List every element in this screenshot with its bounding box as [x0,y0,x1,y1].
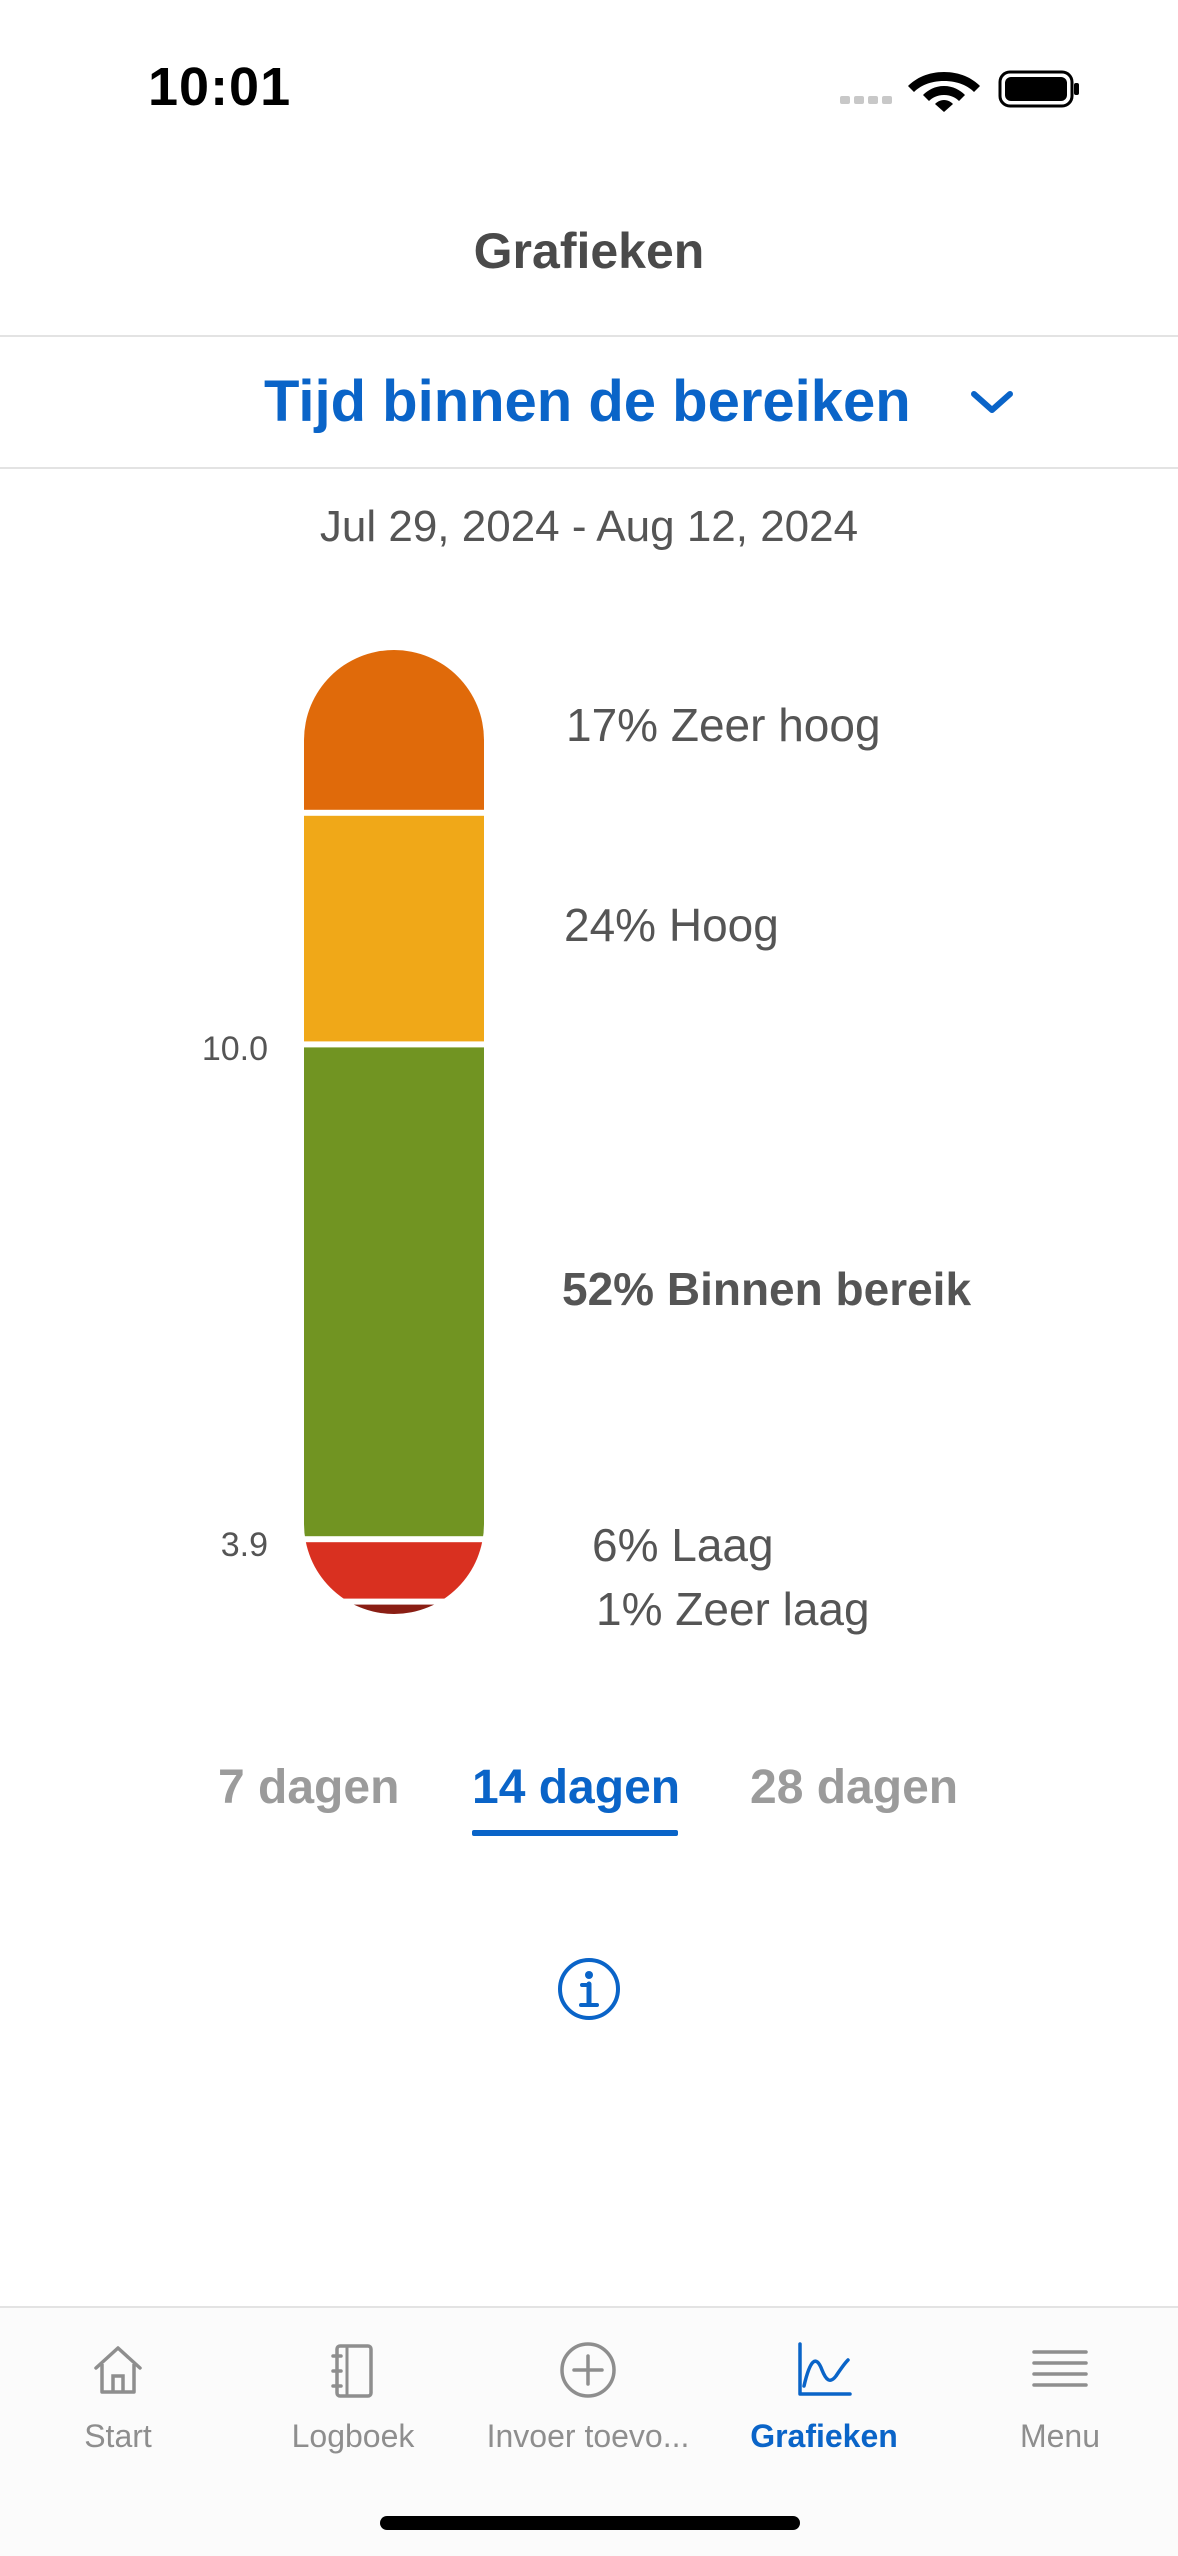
threshold-high-label: 10.0 [201,1030,268,1068]
range-label-in-range: 52% Binnen bereik [562,1263,972,1315]
threshold-low-label: 3.9 [220,1526,268,1564]
tab-logboek-label: Logboek [291,2418,415,2454]
logbook-icon [331,2344,373,2398]
tab-add-entry[interactable]: Invoer toevo... [470,2308,706,2478]
status-time: 10:01 [148,57,292,117]
tab-add-entry-label: Invoer toevo... [486,2418,690,2454]
wifi-icon [908,72,980,112]
chevron-down-icon[interactable] [968,388,1016,418]
selector-divider [0,467,1178,469]
tab-28-days[interactable]: 28 dagen [750,1761,959,1814]
segment-in-range [304,1047,484,1537]
tab-menu-label: Menu [1019,2418,1101,2454]
tab-14-days[interactable]: 14 dagen [472,1761,681,1814]
tab-grafieken-label: Grafieken [750,2418,898,2454]
date-range: Jul 29, 2024 - Aug 12, 2024 [319,502,859,551]
range-label-very-low: 1% Zeer laag [596,1583,870,1635]
range-label-low: 6% Laag [592,1519,774,1571]
report-type-selector[interactable]: Tijd binnen de bereiken [0,336,1178,468]
period-tabs: 7 dagen 14 dagen 28 dagen [0,1760,1178,1840]
menu-icon [1032,2350,1088,2387]
tab-logboek[interactable]: Logboek [235,2308,471,2478]
home-indicator [380,2516,800,2530]
tab-menu[interactable]: Menu [942,2308,1178,2478]
battery-icon [998,70,1079,108]
tab-start[interactable]: Start [0,2308,236,2478]
info-icon[interactable] [556,1956,622,2022]
range-segments [304,650,484,1614]
range-label-very-high: 17% Zeer hoog [566,699,881,751]
tab-grafieken[interactable]: Grafieken [706,2308,942,2478]
header-divider [0,335,1178,337]
tab-7-days[interactable]: 7 dagen [218,1761,400,1814]
chart-icon [798,2342,852,2396]
segment-very-low [304,1604,484,1614]
time-in-range-bar [304,650,484,1614]
segment-high [304,815,484,1042]
cellular-signal-icon [840,96,892,104]
page-title: Grafieken [473,223,705,279]
tab-start-label: Start [84,2418,152,2454]
home-icon [94,2346,142,2394]
segment-very-high [304,650,484,810]
add-entry-icon [560,2342,616,2398]
time-in-range-chart: 10.0 3.9 17% Zeer hoog 24% Hoog 52% Binn… [0,640,1178,1640]
report-type-label: Tijd binnen de bereiken [264,369,911,434]
segment-low [304,1542,484,1599]
active-tab-underline [472,1830,678,1836]
status-icons [840,70,1079,112]
range-label-high: 24% Hoog [564,899,779,951]
bottom-tab-bar: Start Logboek Invoer toevo... Grafieken [0,2306,1178,2556]
status-bar: 10:01 [0,0,1178,150]
